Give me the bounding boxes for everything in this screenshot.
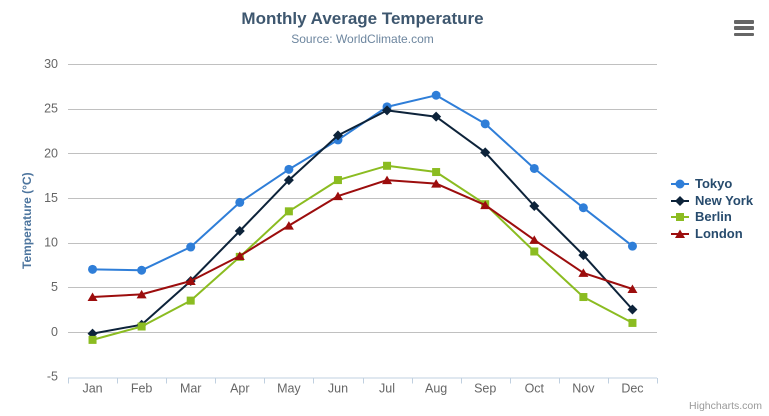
point-berlin-oct[interactable] [530,247,539,256]
point-tokyo-mar[interactable] [186,242,196,252]
point-london-apr[interactable] [234,251,245,260]
series-line-newyork[interactable] [91,109,634,335]
point-newyork-jul[interactable] [382,105,393,116]
point-berlin-jan[interactable] [88,335,97,344]
x-axis-category-label: Apr [230,382,249,396]
point-berlin-jun[interactable] [333,176,342,185]
point-london-jul[interactable] [382,175,393,185]
hamburger-icon [734,20,754,24]
legend: Tokyo New York Berlin London [669,176,753,242]
x-axis-category-label: May [277,382,301,396]
x-axis-category-label: Jan [82,382,102,396]
x-axis-category-label: Jun [328,382,348,396]
y-axis-tick-label: 0 [51,325,58,339]
diamond-glyph [675,195,685,206]
x-axis-category-label: Mar [180,382,202,396]
point-tokyo-oct[interactable] [529,163,539,173]
point-london-feb[interactable] [136,289,147,299]
point-london-mar[interactable] [185,276,196,285]
point-newyork-dec[interactable] [627,304,638,315]
y-axis-title: Temperature (°C) [20,172,34,269]
x-axis-category-label: Sep [474,382,496,396]
x-axis-category-label: Nov [572,382,595,396]
point-london-may[interactable] [283,221,294,230]
legend-label: Berlin [695,209,732,225]
legend-item-london[interactable]: London [669,226,753,243]
legend-label: New York [695,192,754,208]
chart-title: Monthly Average Temperature [241,9,484,28]
point-london-sep[interactable] [480,200,491,210]
point-london-aug[interactable] [431,179,442,188]
point-newyork-apr[interactable] [234,225,245,236]
y-axis-tick-label: 25 [44,102,58,116]
legend-label: Tokyo [695,176,733,192]
x-axis-category-label: Aug [425,382,447,396]
square-glyph [676,213,684,222]
y-axis-tick-label: -5 [47,370,58,384]
x-axis-category-label: Dec [621,382,643,396]
tokyo-circle-marker-icon [671,179,689,189]
y-axis-tick-label: 15 [44,191,58,205]
export-menu-button[interactable] [734,20,754,36]
berlin-square-marker-icon [671,213,689,222]
point-berlin-may[interactable] [284,207,293,216]
point-london-dec[interactable] [627,284,638,294]
point-tokyo-nov[interactable] [578,203,588,213]
point-newyork-nov[interactable] [578,250,589,261]
hamburger-icon [734,26,754,30]
series-line-berlin[interactable] [91,164,634,341]
point-tokyo-jan[interactable] [88,264,98,274]
y-axis-tick-label: 5 [51,280,58,294]
point-tokyo-apr[interactable] [235,197,245,207]
point-newyork-may[interactable] [283,175,294,186]
series-line-london[interactable] [91,179,634,298]
point-london-jun[interactable] [332,191,343,201]
point-tokyo-feb[interactable] [137,265,147,275]
point-berlin-feb[interactable] [137,322,146,331]
point-tokyo-dec[interactable] [627,241,637,251]
legend-item-tokyo[interactable]: Tokyo [669,176,753,193]
x-axis-category-label: Feb [131,382,153,396]
point-berlin-jul[interactable] [383,161,392,170]
point-london-oct[interactable] [529,235,540,244]
y-axis-tick-label: 30 [44,57,58,71]
london-triangle-marker-icon [671,229,689,238]
triangle-glyph [675,229,685,238]
point-berlin-nov[interactable] [579,293,588,302]
point-berlin-aug[interactable] [432,168,441,177]
chart-subtitle: Source: WorldClimate.com [291,32,434,46]
legend-label: London [695,225,743,241]
hamburger-icon [734,32,754,36]
point-london-nov[interactable] [578,268,589,277]
circle-glyph [675,179,685,189]
point-newyork-oct[interactable] [529,200,540,211]
legend-item-berlin[interactable]: Berlin [669,209,753,226]
point-newyork-jun[interactable] [332,130,343,141]
point-tokyo-may[interactable] [284,164,294,174]
series-line-tokyo[interactable] [91,94,634,272]
x-axis-category-label: Oct [525,382,545,396]
x-axis-category-label: Jul [379,382,395,396]
point-tokyo-sep[interactable] [480,119,490,129]
point-berlin-dec[interactable] [628,318,637,327]
newyork-diamond-marker-icon [671,195,689,206]
point-london-jan[interactable] [87,292,98,302]
point-berlin-mar[interactable] [186,296,195,305]
point-tokyo-aug[interactable] [431,90,441,100]
point-newyork-aug[interactable] [431,111,442,122]
highcharts-credits-link[interactable]: Highcharts.com [689,400,762,412]
y-axis-tick-label: 20 [44,146,58,160]
legend-item-newyork[interactable]: New York [669,193,753,210]
y-axis-tick-label: 10 [44,236,58,250]
point-newyork-sep[interactable] [480,147,491,158]
